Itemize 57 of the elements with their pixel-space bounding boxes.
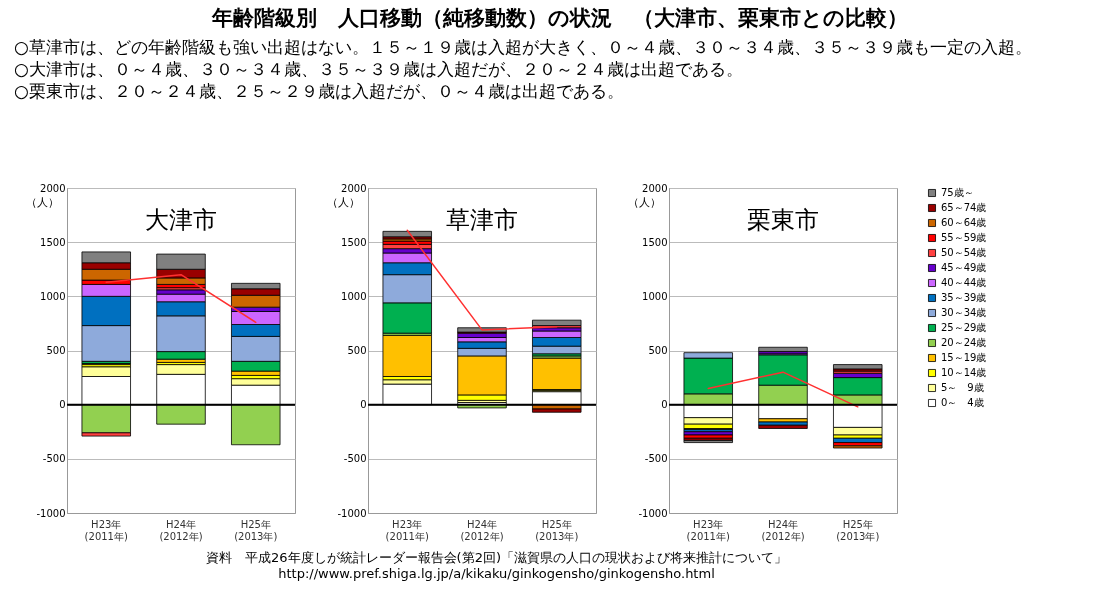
x-tick-label: H24年 (2012年) [761,518,805,542]
x-tick-label: H25年 (2013年) [535,518,579,542]
text: 年齢階級別 人口移動（純移動数）の状況 （大津市、栗東市との比較） [210,5,909,32]
y-tick-label: 500 [46,345,66,356]
legend-label: 0～ 4歳 [941,397,984,408]
y-tick-label: 1500 [341,236,367,248]
x-tick-label: H25年 (2013年) [234,518,278,542]
legend-label: 45～49歳 [941,262,987,273]
legend-label: 60～64歳 [941,217,987,228]
legend-label: 30～34歳 [941,307,987,318]
text: 資料 平成26年度しが統計レーダー報告会(第2回)「滋賀県の人口の現状および将来推計について」 [205,550,788,566]
legend-label: 25～29歳 [941,322,987,333]
x-tick-label: H23年 (2011年) [385,518,429,542]
y-tick-label: -1000 [36,507,66,519]
y-tick-label: 500 [648,345,668,356]
y-axis-title: （人） [627,195,661,209]
x-tick-label: H23年 (2011年) [84,518,128,542]
y-tick-label: 0 [661,399,668,411]
y-axis-title: （人） [25,195,59,209]
y-tick-label: 1500 [642,236,668,248]
legend-label: 55～59歳 [941,232,987,243]
text: ○大津市は、０～４歳、３０～３４歳、３５～３９歳は入超だが、２０～２４歳は出超である。 [14,58,744,80]
x-tick-label: H25年 (2013年) [836,518,880,542]
y-tick-label: 2000 [341,182,367,194]
text: 栗東市 [747,206,819,234]
legend-label: 35～39歳 [941,292,987,303]
text: ○栗東市は、２０～２４歳、２５～２９歳は入超だが、０～４歳は出超である。 [14,80,625,102]
y-tick-label: -1000 [337,507,367,519]
y-tick-label: -500 [343,453,367,465]
y-tick-label: -500 [42,453,66,465]
text: 大津市 [145,206,217,234]
legend-label: 40～44歳 [941,277,987,288]
x-tick-label: H24年 (2012年) [460,518,504,542]
legend-label: 65～74歳 [941,202,987,213]
x-tick-label: H24年 (2012年) [159,518,203,542]
y-tick-label: 1000 [642,290,668,302]
y-tick-label: -1000 [638,507,668,519]
x-tick-label: H23年 (2011年) [686,518,730,542]
text: http://www.pref.shiga.lg.jp/a/kikaku/ginkogensho/ginkogensho.html [277,566,716,582]
y-tick-label: 500 [347,345,367,356]
text: ○草津市は、どの年齢階級も強い出超はない。１５～１９歳は入超が大きく、０～４歳、３０～３４歳、３５～３９歳も一定の入超。 [14,36,1033,58]
legend-label: 20～24歳 [941,337,987,348]
legend-label: 15～19歳 [941,352,987,363]
y-tick-label: 1500 [40,236,66,248]
y-axis-title: （人） [326,195,360,209]
text: 草津市 [446,206,518,234]
y-tick-label: 2000 [40,182,66,194]
y-tick-label: 1000 [40,290,66,302]
legend-label: 10～14歳 [941,367,987,378]
legend-label: 50～54歳 [941,247,987,258]
y-tick-label: -500 [644,453,668,465]
y-tick-label: 0 [360,399,367,411]
y-tick-label: 1000 [341,290,367,302]
y-tick-label: 0 [59,399,66,411]
legend-label: 75歳～ [941,187,974,198]
legend-label: 5～ 9歳 [941,382,984,393]
y-tick-label: 2000 [642,182,668,194]
